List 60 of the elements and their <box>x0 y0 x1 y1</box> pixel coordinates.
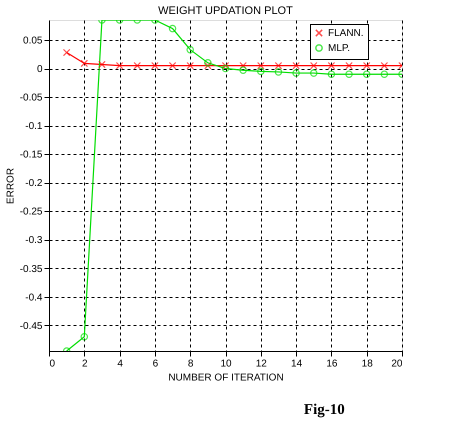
x-tick-label: 2 <box>82 358 88 370</box>
point <box>186 62 194 70</box>
y-tick-label: 0 <box>36 64 43 76</box>
x-tick-label: 4 <box>117 358 124 370</box>
point <box>345 62 353 70</box>
point <box>310 62 318 70</box>
x-tick-label: 0 <box>50 358 56 370</box>
point <box>222 62 230 70</box>
y-axis-title: ERROR <box>6 168 17 204</box>
point <box>380 62 388 70</box>
point <box>186 46 194 54</box>
legend-label: MLP. <box>328 43 350 54</box>
y-tick-label: -0.05 <box>20 92 43 104</box>
point <box>362 70 370 78</box>
text: Fig-10 <box>304 402 345 418</box>
point <box>328 62 336 70</box>
y-tick-label: -0.3 <box>25 235 43 246</box>
y-tick-label: -0.35 <box>20 264 43 275</box>
point <box>345 70 353 78</box>
x-tick-label: 20 <box>391 358 403 370</box>
point <box>204 62 212 70</box>
point <box>257 68 265 76</box>
y-tick-label: 0.05 <box>23 35 43 46</box>
point <box>98 60 106 68</box>
y-tick-label: -0.15 <box>20 150 43 161</box>
point <box>292 62 300 70</box>
point <box>380 70 388 78</box>
point <box>274 68 282 76</box>
x-tick-label: 6 <box>152 358 159 370</box>
point <box>80 60 88 68</box>
point <box>310 69 318 77</box>
point <box>274 62 282 70</box>
point <box>133 62 142 70</box>
point <box>62 48 70 56</box>
point <box>362 62 370 70</box>
x-tick-label: 16 <box>326 358 338 370</box>
y-tick-label: -0.1 <box>25 121 43 132</box>
x-tick-label: 10 <box>220 358 232 370</box>
point <box>204 59 212 67</box>
x-axis-title: NUMBER OF ITERATION <box>168 372 284 384</box>
x-tick-label: 12 <box>256 358 268 370</box>
y-tick-label: -0.45 <box>20 320 43 332</box>
point <box>151 62 159 70</box>
chart-title: WEIGHT UPDATION PLOT <box>158 5 294 17</box>
y-tick-label: -0.2 <box>25 178 43 190</box>
point <box>239 62 247 70</box>
legend-label: FLANN. <box>328 28 364 39</box>
point <box>292 69 300 77</box>
point <box>239 66 247 74</box>
point <box>222 64 230 72</box>
x-tick-label: 14 <box>291 358 303 370</box>
point <box>168 24 176 32</box>
y-tick-label: -0.4 <box>25 292 43 304</box>
x-tick-label: 8 <box>188 358 194 370</box>
y-tick-label: -0.25 <box>20 206 43 218</box>
point <box>328 70 336 78</box>
point <box>257 62 265 70</box>
point <box>116 62 124 70</box>
point <box>168 62 176 70</box>
x-tick-label: 18 <box>362 358 374 370</box>
